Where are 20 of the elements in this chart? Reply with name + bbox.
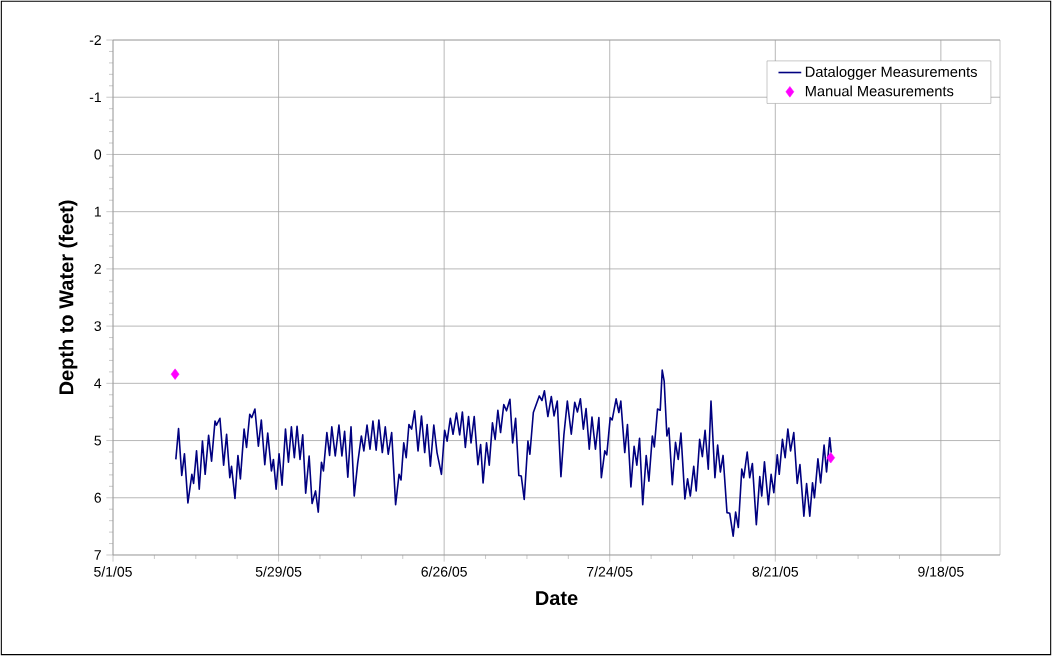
x-tick-label: 7/24/05 bbox=[587, 566, 633, 577]
x-tick-label: 5/1/05 bbox=[94, 566, 132, 577]
y-tick-label: 3 bbox=[94, 321, 102, 332]
legend-label: Datalogger Measurements bbox=[805, 66, 977, 80]
y-axis-title: Depth to Water (feet) bbox=[58, 200, 78, 395]
y-tick-label: 5 bbox=[94, 435, 102, 446]
y-tick-label: 4 bbox=[94, 378, 102, 389]
y-tick-label: 6 bbox=[94, 492, 102, 503]
y-tick-label: 1 bbox=[94, 206, 101, 217]
x-tick-label: 8/21/05 bbox=[752, 566, 799, 577]
x-tick-label: 9/18/05 bbox=[918, 566, 964, 577]
x-tick-label: 5/29/05 bbox=[255, 566, 302, 577]
y-tick-label: 2 bbox=[94, 264, 101, 274]
legend-label: Manual Measurements bbox=[805, 85, 954, 97]
y-tick-label: -1 bbox=[89, 92, 101, 103]
y-tick-label: 7 bbox=[94, 550, 101, 560]
y-tick-label: 0 bbox=[94, 149, 102, 160]
x-axis-title: Date bbox=[536, 591, 578, 606]
y-tick-label: -2 bbox=[89, 35, 101, 45]
x-tick-label: 6/26/05 bbox=[421, 566, 467, 577]
